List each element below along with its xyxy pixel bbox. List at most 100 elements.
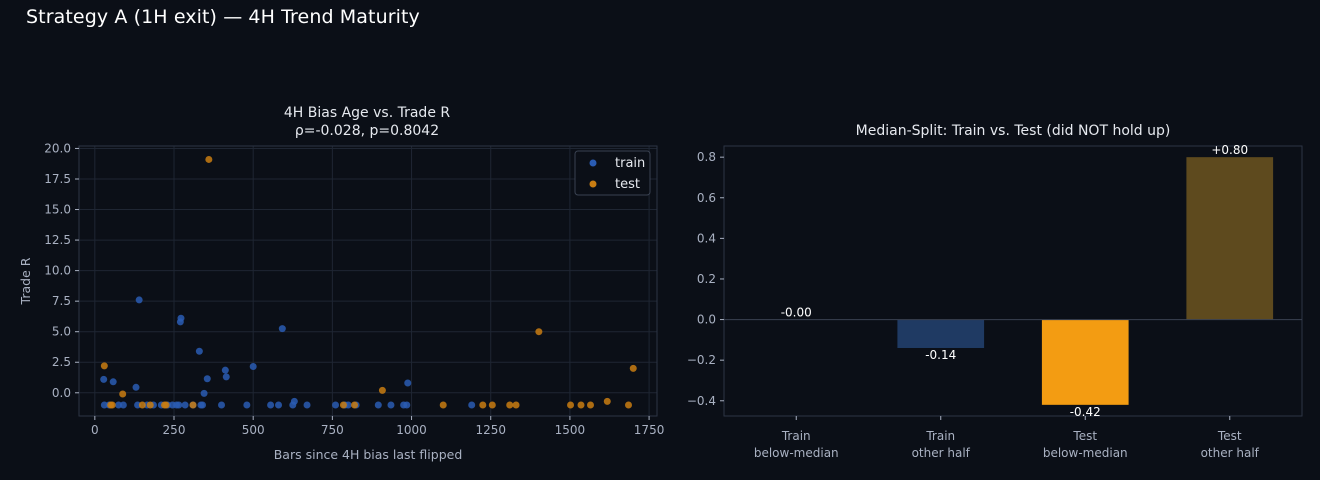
scatter-point-test [378, 386, 386, 394]
scatter-y-tick-label: 12.5 [44, 233, 71, 247]
scatter-y-ticks: 0.0 2.5 5.0 7.5 10.0 12.5 15.0 17.5 20.0 [44, 141, 79, 400]
scatter-point-test [629, 364, 637, 372]
scatter-point-test [535, 328, 543, 336]
bar-value-label: -0.00 [781, 306, 812, 320]
legend-test-label: test [615, 177, 640, 192]
scatter-x-axis-label: Bars since 4H bias last flipped [274, 447, 463, 462]
scatter-y-tick-label: 10.0 [44, 264, 71, 278]
scatter-point-test [189, 401, 197, 409]
scatter-y-tick-label: 15.0 [44, 203, 71, 217]
scatter-x-tick-label: 750 [321, 423, 344, 437]
scatter-point-train [222, 373, 230, 381]
scatter-y-tick-label: 5.0 [52, 325, 71, 339]
scatter-legend: train test [574, 150, 651, 196]
bar-category-label: other half [912, 446, 971, 460]
scatter-y-tick-label: 17.5 [44, 172, 71, 186]
bar-chart: Median-Split: Train vs. Test (did NOT ho… [687, 123, 1303, 460]
scatter-point-train [221, 366, 229, 374]
scatter-point-test [567, 401, 575, 409]
bar-category-label: below-median [754, 446, 839, 460]
figure-title: Strategy A (1H exit) — 4H Trend Maturity [26, 6, 420, 28]
scatter-point-train [278, 325, 286, 333]
bar-y-tick-label: 0.2 [697, 272, 716, 286]
scatter-point-train [243, 401, 251, 409]
bar-category-label: below-median [1043, 446, 1128, 460]
scatter-y-tick-label: 20.0 [44, 141, 71, 155]
bar-value-label: -0.14 [925, 348, 956, 362]
scatter-point-train [332, 401, 340, 409]
scatter-point-train [387, 401, 395, 409]
bar-y-tick-label: −0.2 [687, 353, 716, 367]
scatter-point-test [479, 401, 487, 409]
scatter-point-test [205, 155, 213, 163]
scatter-point-test [624, 401, 632, 409]
scatter-points [100, 155, 637, 409]
scatter-point-test [506, 401, 514, 409]
scatter-point-train [303, 401, 311, 409]
scatter-point-train [203, 375, 211, 383]
scatter-subtitle: ρ=-0.028, p=0.8042 [295, 123, 439, 139]
bar-bars: -0.00 -0.14 -0.42 +0.80 [724, 143, 1302, 419]
scatter-point-train [199, 401, 207, 409]
scatter-y-tick-label: 0.0 [52, 386, 71, 400]
scatter-point-test [351, 401, 359, 409]
scatter-point-train [404, 379, 412, 387]
scatter-x-tick-label: 1750 [634, 423, 665, 437]
scatter-point-train [175, 401, 183, 409]
scatter-y-tick-label: 2.5 [52, 355, 71, 369]
bar-y-tick-label: 0.6 [697, 191, 716, 205]
scatter-x-tick-label: 0 [91, 423, 99, 437]
scatter-point-test [512, 401, 520, 409]
legend-train-label: train [615, 156, 645, 171]
bar-category-label: Train [925, 429, 955, 443]
bar-y-ticks: −0.4 −0.2 0.0 0.2 0.4 0.6 0.8 [687, 150, 724, 408]
scatter-title: 4H Bias Age vs. Trade R [284, 105, 450, 121]
scatter-point-train [275, 401, 283, 409]
scatter-point-train [119, 401, 127, 409]
bar-3 [1186, 157, 1274, 320]
legend-test-marker [589, 180, 597, 188]
bar-x-ticks: Train below-median Train other half Test belo… [754, 416, 1260, 460]
scatter-point-train [468, 401, 476, 409]
scatter-point-train [135, 296, 143, 304]
scatter-point-test [138, 401, 146, 409]
bar-2 [1041, 319, 1129, 405]
scatter-x-tick-label: 500 [242, 423, 265, 437]
bar-title: Median-Split: Train vs. Test (did NOT ho… [856, 123, 1171, 139]
bar-category-label: other half [1201, 446, 1260, 460]
scatter-point-train [181, 401, 189, 409]
bar-category-label: Test [1217, 429, 1242, 443]
scatter-y-tick-label: 7.5 [52, 294, 71, 308]
bar-category-label: Train [781, 429, 811, 443]
scatter-point-train [200, 389, 208, 397]
bar-axes-frame [723, 145, 1303, 417]
scatter-point-test [577, 401, 585, 409]
scatter-x-tick-label: 1250 [475, 423, 506, 437]
bar-value-label: +0.80 [1211, 143, 1248, 157]
scatter-point-test [119, 390, 127, 398]
scatter-point-train [132, 383, 140, 391]
scatter-chart: 4H Bias Age vs. Trade R ρ=-0.028, p=0.80… [18, 105, 664, 462]
scatter-x-tick-label: 1000 [396, 423, 427, 437]
bar-value-label: -0.42 [1070, 405, 1101, 419]
scatter-point-test [488, 401, 496, 409]
scatter-point-train [290, 397, 298, 405]
scatter-axes-frame [78, 145, 658, 417]
scatter-point-test [339, 401, 347, 409]
scatter-point-train [249, 363, 257, 371]
scatter-point-train [195, 347, 203, 355]
bar-y-tick-label: −0.4 [687, 394, 716, 408]
scatter-x-ticks: 0 250 500 750 1000 1250 1500 1750 [91, 416, 664, 437]
legend-train-marker [589, 159, 597, 167]
bar-y-tick-label: 0.0 [697, 313, 716, 327]
scatter-point-test [603, 397, 611, 405]
scatter-grid [79, 146, 657, 416]
scatter-point-test [108, 401, 116, 409]
scatter-x-tick-label: 250 [163, 423, 186, 437]
scatter-point-train [177, 314, 185, 322]
scatter-point-test [100, 362, 108, 370]
scatter-point-train [403, 401, 411, 409]
scatter-point-test [146, 401, 154, 409]
bar-category-label: Test [1072, 429, 1097, 443]
